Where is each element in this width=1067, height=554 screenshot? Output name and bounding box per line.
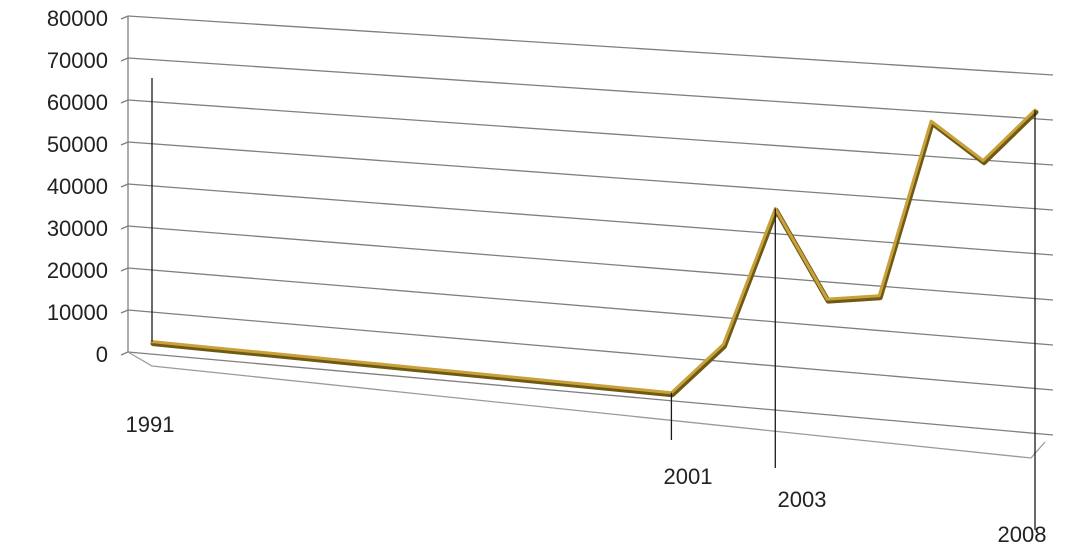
gridline-tick (120, 99, 129, 104)
gridline-tick (120, 225, 129, 230)
data-point-2005 (877, 294, 881, 297)
y-tick-label-20000: 20000 (47, 258, 108, 283)
data-point-1999 (566, 381, 569, 384)
y-tick-label-60000: 60000 (47, 90, 108, 115)
gridline (127, 141, 1054, 211)
gridline (127, 99, 1054, 166)
data-point-1996 (410, 365, 413, 369)
gridline (127, 183, 1054, 256)
x-callouts: 1991 2001 2003 2008 (126, 78, 1047, 547)
gridline-tick (120, 351, 129, 356)
gridline-tick (120, 183, 129, 188)
x-tick-label-2008: 2008 (998, 522, 1047, 547)
gridline (127, 57, 1054, 121)
data-point-1998 (514, 376, 517, 379)
series-line (150, 108, 1037, 395)
x-tick-label-2003: 2003 (778, 487, 827, 512)
y-axis-tick-labels: 80000 70000 60000 50000 40000 30000 2000… (47, 6, 108, 367)
x-tick-label-2001: 2001 (664, 464, 713, 489)
gridline (127, 267, 1054, 346)
y-tick-label-40000: 40000 (47, 174, 108, 199)
gridline (127, 309, 1054, 391)
data-point-1995 (358, 360, 361, 364)
series-layer (150, 108, 1039, 398)
data-point-2000 (618, 386, 621, 389)
gridline-tick (120, 57, 129, 62)
data-point-1997 (462, 371, 465, 374)
series-line-shadow (150, 109, 1039, 398)
gridline-tick (120, 267, 129, 272)
data-point-2006 (929, 120, 933, 123)
data-point-2007 (981, 159, 985, 162)
y-tick-label-10000: 10000 (47, 300, 108, 325)
chart-floor (127, 351, 1046, 459)
data-point-2004 (826, 297, 829, 301)
y-tick-label-80000: 80000 (47, 6, 108, 31)
floor-edge (127, 351, 1046, 459)
y-tick-label-70000: 70000 (47, 48, 108, 73)
gridline (127, 351, 1054, 436)
data-point-1994 (306, 355, 310, 359)
gridline-tick (120, 15, 129, 20)
data-point-2002 (722, 343, 725, 346)
y-tick-label-0: 0 (96, 342, 108, 367)
data-point-1993 (254, 350, 258, 354)
y-tick-label-30000: 30000 (47, 216, 108, 241)
x-tick-label-1991: 1991 (126, 412, 175, 437)
gridlines (120, 15, 1054, 436)
data-point-1992 (202, 345, 206, 348)
y-tick-label-50000: 50000 (47, 132, 108, 157)
gridline-tick (120, 309, 129, 314)
gridline (127, 225, 1054, 301)
gridline (127, 15, 1054, 76)
gridline-tick (120, 141, 129, 146)
